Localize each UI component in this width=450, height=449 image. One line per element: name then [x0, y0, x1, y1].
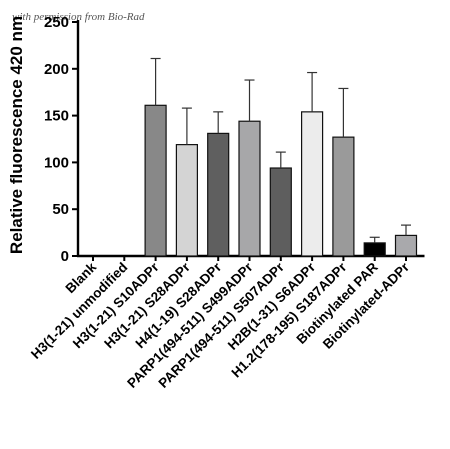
y-tick-label: 150	[44, 108, 69, 125]
error-bars	[150, 57, 411, 243]
y-tick-label: 100	[44, 154, 69, 171]
watermark: with permission from Bio-Rad	[12, 11, 145, 23]
y-tick-label: 0	[61, 248, 69, 265]
bar	[394, 234, 418, 257]
bar	[301, 111, 324, 257]
bar	[207, 132, 230, 257]
bars	[144, 104, 418, 257]
bar	[175, 144, 198, 257]
bar	[269, 167, 292, 257]
y-axis-label: Relative fluorescence 420 nm	[7, 16, 26, 254]
bar	[238, 120, 261, 257]
y-ticks: 0 50 100 150 200 250	[44, 14, 78, 265]
bar	[144, 104, 167, 257]
bar	[363, 242, 386, 257]
y-tick-label: 250	[44, 14, 69, 31]
y-tick-label: 50	[52, 201, 69, 218]
y-axis-label-group: Relative fluorescence 420 nm	[7, 16, 26, 254]
bar	[332, 136, 355, 257]
y-tick-label: 200	[44, 61, 69, 78]
